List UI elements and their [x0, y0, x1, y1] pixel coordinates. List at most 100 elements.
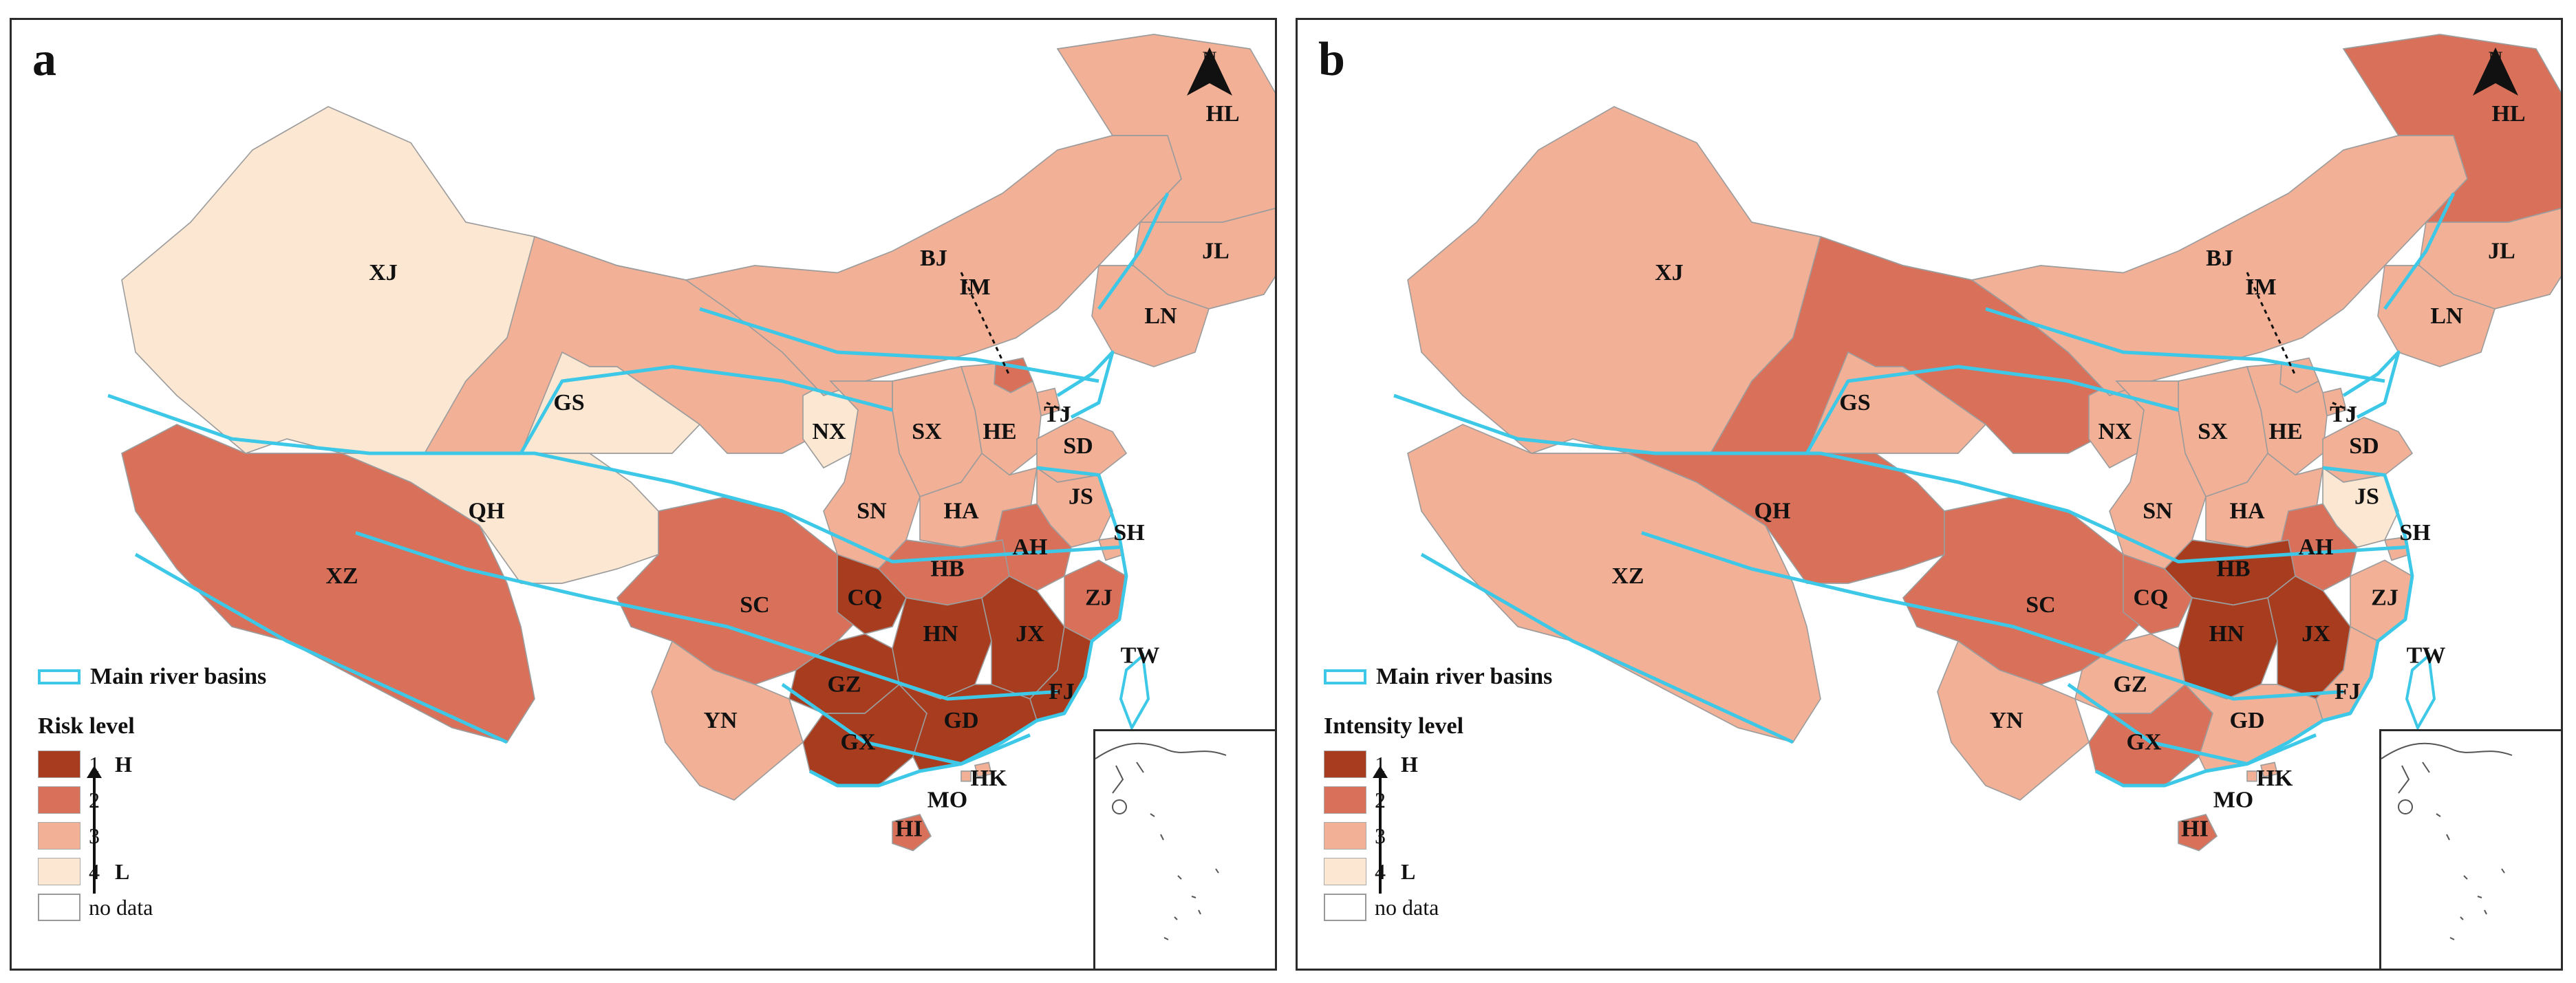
province-label-gd: GD	[944, 708, 979, 733]
province-label-ah: AH	[2299, 534, 2334, 560]
panel-letter: b	[1318, 33, 1345, 86]
province-label-tw: TW	[1121, 643, 1160, 669]
province-label-nx: NX	[2098, 419, 2132, 444]
province-label-sx: SX	[912, 419, 942, 444]
level-swatch	[1324, 786, 1366, 814]
legend-level-4: 4L	[1324, 854, 1737, 889]
province-label-hl: HL	[2491, 101, 2525, 127]
low-label: L	[1401, 858, 1416, 884]
province-tw	[1119, 652, 1150, 731]
river-swatch-icon	[1324, 669, 1366, 684]
province-label-hi: HI	[2181, 817, 2209, 842]
province-label-cq: CQ	[2134, 585, 2169, 611]
coastline	[2094, 466, 2414, 788]
province-label-ln: LN	[2430, 303, 2463, 329]
province-label-hi: HI	[895, 817, 923, 842]
province-label-sd: SD	[1063, 433, 1093, 459]
province-label-zj: ZJ	[1085, 585, 1113, 611]
legend-level-3: 3	[1324, 818, 1737, 854]
legend: Main river basins Risk level 1H234L no d…	[38, 660, 451, 925]
legend-river: Main river basins	[1324, 660, 1737, 694]
province-label-jl: JL	[1202, 239, 1230, 264]
tj-leader-line	[1046, 402, 1069, 414]
province-label-hk: HK	[2257, 766, 2293, 791]
level-swatch	[1324, 750, 1366, 778]
province-label-hb: HB	[2216, 557, 2250, 582]
province-label-yn: YN	[703, 708, 738, 733]
province-label-hn: HN	[923, 621, 958, 647]
province-xz	[1407, 424, 1821, 743]
legend-no-data: no data	[1324, 889, 1737, 925]
province-label-hk: HK	[971, 766, 1007, 791]
province-mo	[2246, 770, 2257, 782]
bj-leader-line	[2246, 272, 2297, 376]
legend-level-2: 2	[38, 782, 451, 818]
bohai-coast	[2342, 350, 2401, 419]
low-label: L	[115, 858, 130, 884]
province-label-gx: GX	[841, 730, 876, 755]
province-label-im: IM	[2245, 274, 2276, 300]
province-label-tj: TJ	[2330, 402, 2357, 427]
level-swatch	[38, 750, 80, 778]
river-legend-label: Main river basins	[1376, 664, 1553, 689]
province-label-ah: AH	[1013, 534, 1048, 560]
province-label-hb: HB	[930, 557, 964, 582]
river-basin-boundary	[1420, 552, 1794, 744]
legend-level-2: 2	[1324, 782, 1737, 818]
river-basin-boundary	[1805, 365, 2179, 455]
province-label-jl: JL	[2488, 239, 2515, 264]
province-label-he: HE	[983, 419, 1016, 444]
province-label-sn: SN	[2143, 499, 2173, 524]
high-low-arrow-icon	[87, 766, 102, 894]
legend-river: Main river basins	[38, 660, 451, 694]
province-yn	[651, 640, 804, 801]
china-map: XJ XZ QH GS NX IM HL JL LN BJ TJ HE SX SD SN HA JS AH SH ZJ…	[107, 34, 1275, 852]
panel-letter: a	[32, 33, 56, 86]
level-swatch	[1324, 822, 1366, 850]
river-legend-label: Main river basins	[90, 664, 267, 689]
province-label-bj: BJ	[920, 246, 947, 271]
river-basin-boundary	[134, 552, 508, 744]
province-label-tj: TJ	[1044, 402, 1071, 427]
south-china-sea-inset	[2379, 729, 2561, 969]
bohai-coast	[1056, 350, 1115, 419]
province-label-sc: SC	[2026, 592, 2055, 618]
province-label-he: HE	[2268, 419, 2302, 444]
province-hi	[2178, 814, 2218, 852]
level-swatch	[38, 786, 80, 814]
river-basin-boundary	[781, 682, 1031, 766]
no-data-swatch	[38, 894, 80, 921]
province-label-js: JS	[2354, 484, 2379, 510]
province-tw	[2405, 652, 2436, 731]
province-label-xj: XJ	[1655, 260, 1684, 285]
province-label-gs: GS	[1839, 390, 1870, 415]
river-basin-boundary	[355, 531, 1058, 701]
province-label-im: IM	[959, 274, 990, 300]
province-ln	[1091, 265, 1210, 367]
level-swatch	[38, 858, 80, 885]
north-arrow-icon: N	[2471, 47, 2520, 96]
province-label-sh: SH	[2399, 520, 2430, 545]
north-arrow-icon: N	[1185, 47, 1234, 96]
province-ln	[2377, 265, 2496, 367]
province-label-sh: SH	[1113, 520, 1144, 545]
province-label-zj: ZJ	[2371, 585, 2398, 611]
high-label: H	[115, 751, 132, 777]
province-hk	[2260, 761, 2278, 778]
river-swatch-icon	[38, 669, 80, 684]
legend-level-3: 3	[38, 818, 451, 854]
province-label-sn: SN	[857, 499, 887, 524]
province-label-mo: MO	[2213, 788, 2254, 813]
no-data-label: no data	[1375, 894, 1439, 920]
province-hn	[2178, 597, 2278, 700]
province-label-fj: FJ	[2334, 679, 2361, 704]
south-china-sea-inset	[1093, 729, 1275, 969]
river-basin-boundary	[107, 393, 1120, 564]
province-label-yn: YN	[1989, 708, 2024, 733]
province-label-qh: QH	[469, 499, 505, 524]
river-basin-boundary	[519, 365, 893, 455]
high-low-arrow-icon	[1373, 766, 1388, 894]
province-hn	[892, 597, 992, 700]
legend-level-4: 4L	[38, 854, 451, 889]
river-basin-boundary	[699, 307, 1099, 383]
